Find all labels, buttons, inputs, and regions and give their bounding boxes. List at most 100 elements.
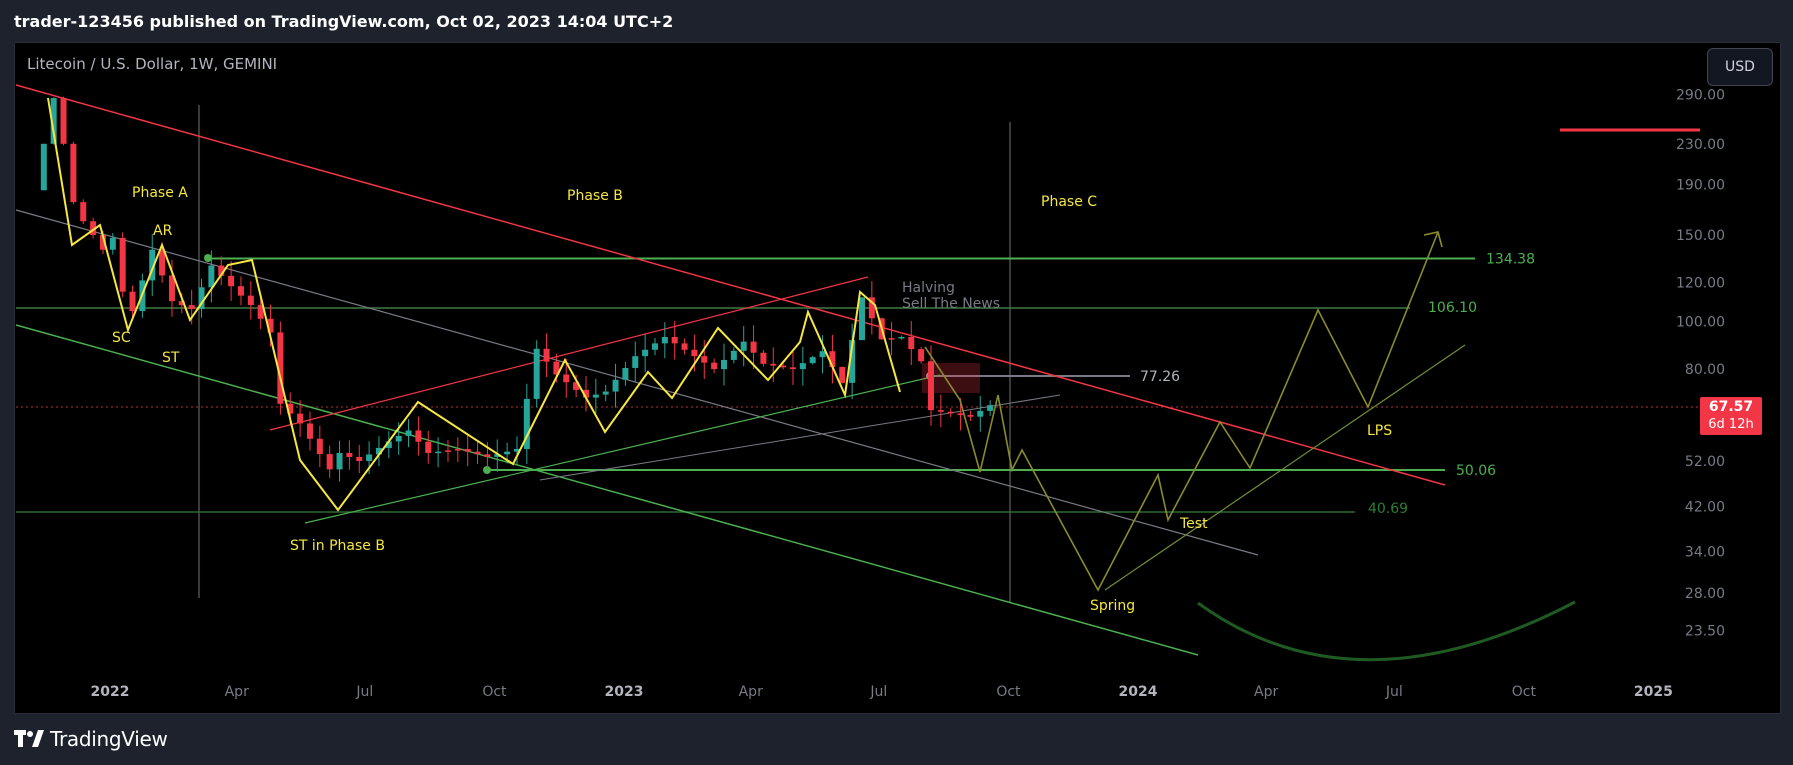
candle-body <box>898 336 905 339</box>
candle-body <box>257 305 264 319</box>
candle-body <box>415 430 422 442</box>
last-price-tag: 67.57 6d 12h <box>1700 397 1762 435</box>
candle-body <box>178 301 185 306</box>
x-tick-label: Jul <box>355 684 373 700</box>
x-tick-label: 2022 <box>91 684 130 700</box>
candle-body <box>770 363 777 366</box>
candle-body <box>277 332 284 404</box>
x-tick-label: Oct <box>996 684 1021 700</box>
level-50-anchor <box>483 466 491 474</box>
wyckoff-wave-path <box>47 97 901 512</box>
brand-name: TradingView <box>50 727 168 751</box>
candle-body <box>760 352 767 364</box>
x-tick-label: 2023 <box>605 684 644 700</box>
candle-body <box>612 379 619 392</box>
candle-body <box>198 287 205 310</box>
candle-body <box>405 430 412 436</box>
x-tick-label: Apr <box>1254 684 1278 700</box>
descending-support-line <box>15 324 1199 656</box>
candle-body <box>70 143 77 203</box>
candle-body <box>977 410 984 417</box>
y-tick-label: 34.00 <box>1685 545 1725 561</box>
candle-body <box>947 411 954 414</box>
candle-body <box>494 454 501 457</box>
tradingview-logo[interactable]: TradingView <box>14 726 168 752</box>
level-106-label: 106.10 <box>1428 300 1477 316</box>
candle-body <box>297 413 304 424</box>
candle-body <box>681 343 688 350</box>
y-tick-label: 120.00 <box>1676 276 1725 292</box>
candle-body <box>149 249 156 281</box>
y-tick-label: 230.00 <box>1676 137 1725 153</box>
candle-body <box>385 441 392 448</box>
candle-body <box>563 374 570 383</box>
candle-body <box>218 265 225 276</box>
tradingview-logo-icon <box>14 730 44 747</box>
y-tick-label: 100.00 <box>1676 314 1725 330</box>
label-halving: Halving <box>902 280 955 296</box>
candle-body <box>937 410 944 412</box>
bar-countdown: 6d 12h <box>1708 417 1754 432</box>
label-phase-a: Phase A <box>132 185 188 201</box>
rising-grey-line <box>539 394 1061 481</box>
candle-body <box>316 438 323 455</box>
label-phase-c: Phase C <box>1041 194 1097 210</box>
y-tick-label: 42.00 <box>1685 500 1725 516</box>
candle-body <box>602 391 609 395</box>
label-ar: AR <box>153 223 173 239</box>
candle-body <box>711 362 718 370</box>
y-tick-label: 290.00 <box>1676 87 1725 103</box>
y-tick-label: 23.50 <box>1685 623 1725 639</box>
candle-body <box>375 447 382 455</box>
x-tick-label: Apr <box>739 684 763 700</box>
x-tick-label: Oct <box>1512 684 1537 700</box>
candle-body <box>691 349 698 357</box>
candle-body <box>671 336 678 344</box>
publish-info: trader-123456 published on TradingView.c… <box>14 12 674 31</box>
candle-body <box>474 451 481 455</box>
candle-body <box>346 452 353 457</box>
candle-body <box>356 456 363 461</box>
level-40-label: 40.69 <box>1368 501 1408 517</box>
candle-body <box>267 318 274 333</box>
candle-body <box>651 343 658 350</box>
candle-body <box>858 297 865 341</box>
label-sell-the-news: Sell The News <box>902 296 1000 312</box>
candle-body <box>799 363 806 370</box>
candle-body <box>582 389 589 398</box>
candle-body <box>444 450 451 452</box>
candle-body <box>957 413 964 416</box>
x-tick-label: 2024 <box>1119 684 1158 700</box>
label-st-phase-b: ST in Phase B <box>290 538 385 554</box>
y-tick-label: 150.00 <box>1676 228 1725 244</box>
candle-body <box>701 356 708 363</box>
candle-body <box>543 348 550 362</box>
candle-body <box>326 454 333 470</box>
candle-body <box>425 441 432 453</box>
candle-body <box>642 349 649 357</box>
x-tick-label: Apr <box>225 684 249 700</box>
candle-body <box>918 349 925 362</box>
candle-body <box>464 449 471 452</box>
level-134-label: 134.38 <box>1486 251 1535 267</box>
currency-button[interactable]: USD <box>1707 48 1773 86</box>
last-price-value: 67.57 <box>1708 399 1754 415</box>
candle-body <box>622 367 629 380</box>
candle-body <box>908 336 915 350</box>
candle-body <box>287 403 294 414</box>
candles-group <box>40 96 994 482</box>
y-tick-label: 28.00 <box>1685 586 1725 602</box>
candle-body <box>119 237 126 292</box>
candle-body <box>366 454 373 461</box>
candle-body <box>730 350 737 360</box>
candle-body <box>740 341 747 351</box>
candle-body <box>129 291 136 312</box>
level-77-label: 77.26 <box>1140 369 1180 385</box>
chart-panel[interactable] <box>14 42 1781 714</box>
candle-body <box>247 295 254 306</box>
y-tick-label: 52.00 <box>1685 454 1725 470</box>
descending-resistance-line <box>15 84 1446 486</box>
label-sc: SC <box>112 330 131 346</box>
candle-body <box>504 451 511 455</box>
